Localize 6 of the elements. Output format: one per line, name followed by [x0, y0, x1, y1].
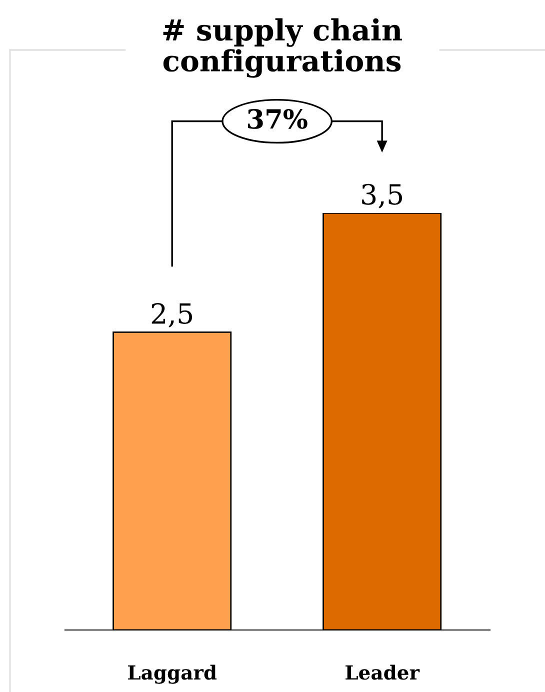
x-tick-label: Leader [346, 664, 420, 680]
chart-title: # supply chain configurations [163, 18, 402, 78]
data-label: 2,5 [152, 302, 192, 328]
x-tick-label: Laggard [128, 664, 217, 684]
data-label: 3,5 [362, 184, 402, 208]
text: 37% [248, 108, 308, 129]
